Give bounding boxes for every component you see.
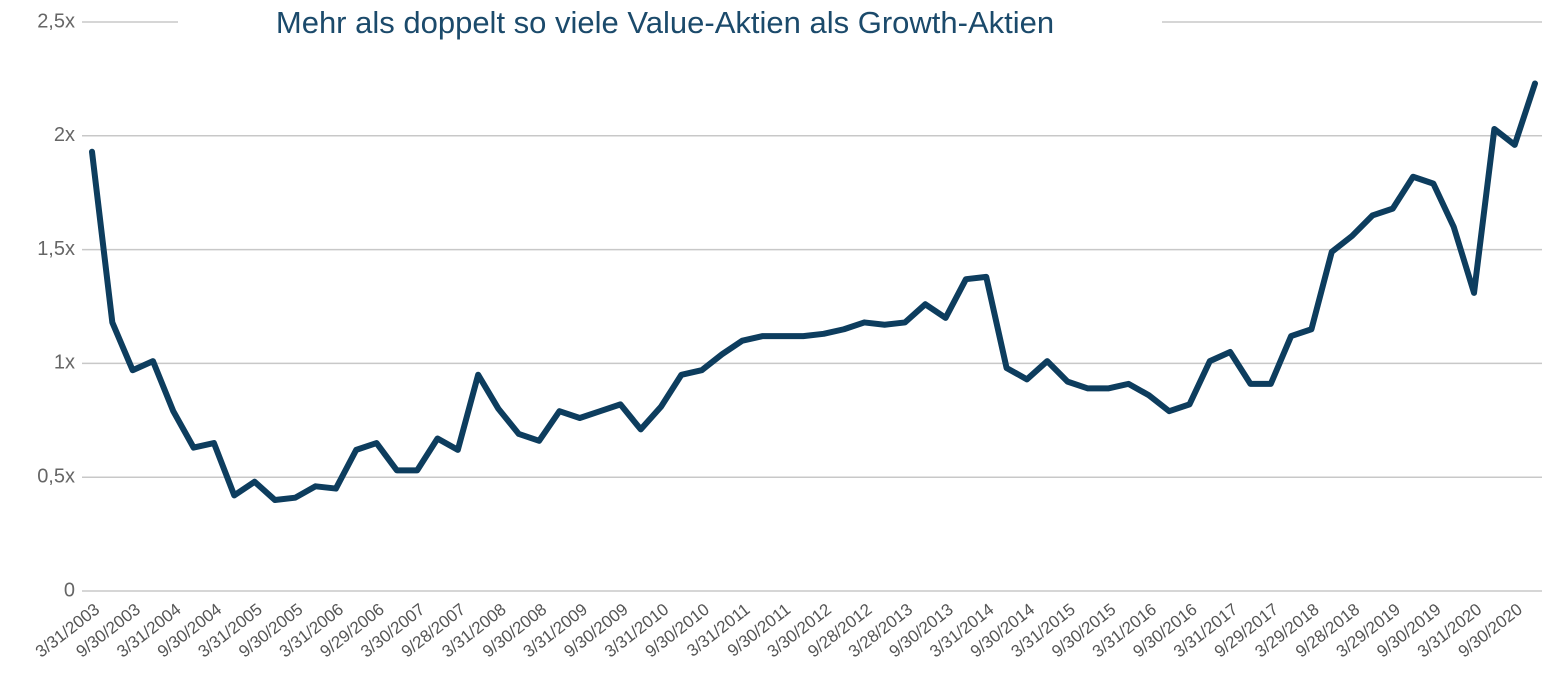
grid bbox=[82, 21, 1542, 592]
y-tick-label: 1,5x bbox=[37, 238, 75, 260]
y-tick-label: 0 bbox=[64, 579, 75, 601]
y-tick-label: 2,5x bbox=[37, 10, 75, 32]
y-tick-label: 1x bbox=[54, 352, 75, 374]
y-tick-label: 0,5x bbox=[37, 465, 75, 487]
chart-title: Mehr als doppelt so viele Value-Aktien a… bbox=[276, 5, 1054, 40]
y-tick-label: 2x bbox=[54, 124, 75, 146]
line-series bbox=[89, 80, 1538, 503]
title-background bbox=[178, 2, 1162, 46]
